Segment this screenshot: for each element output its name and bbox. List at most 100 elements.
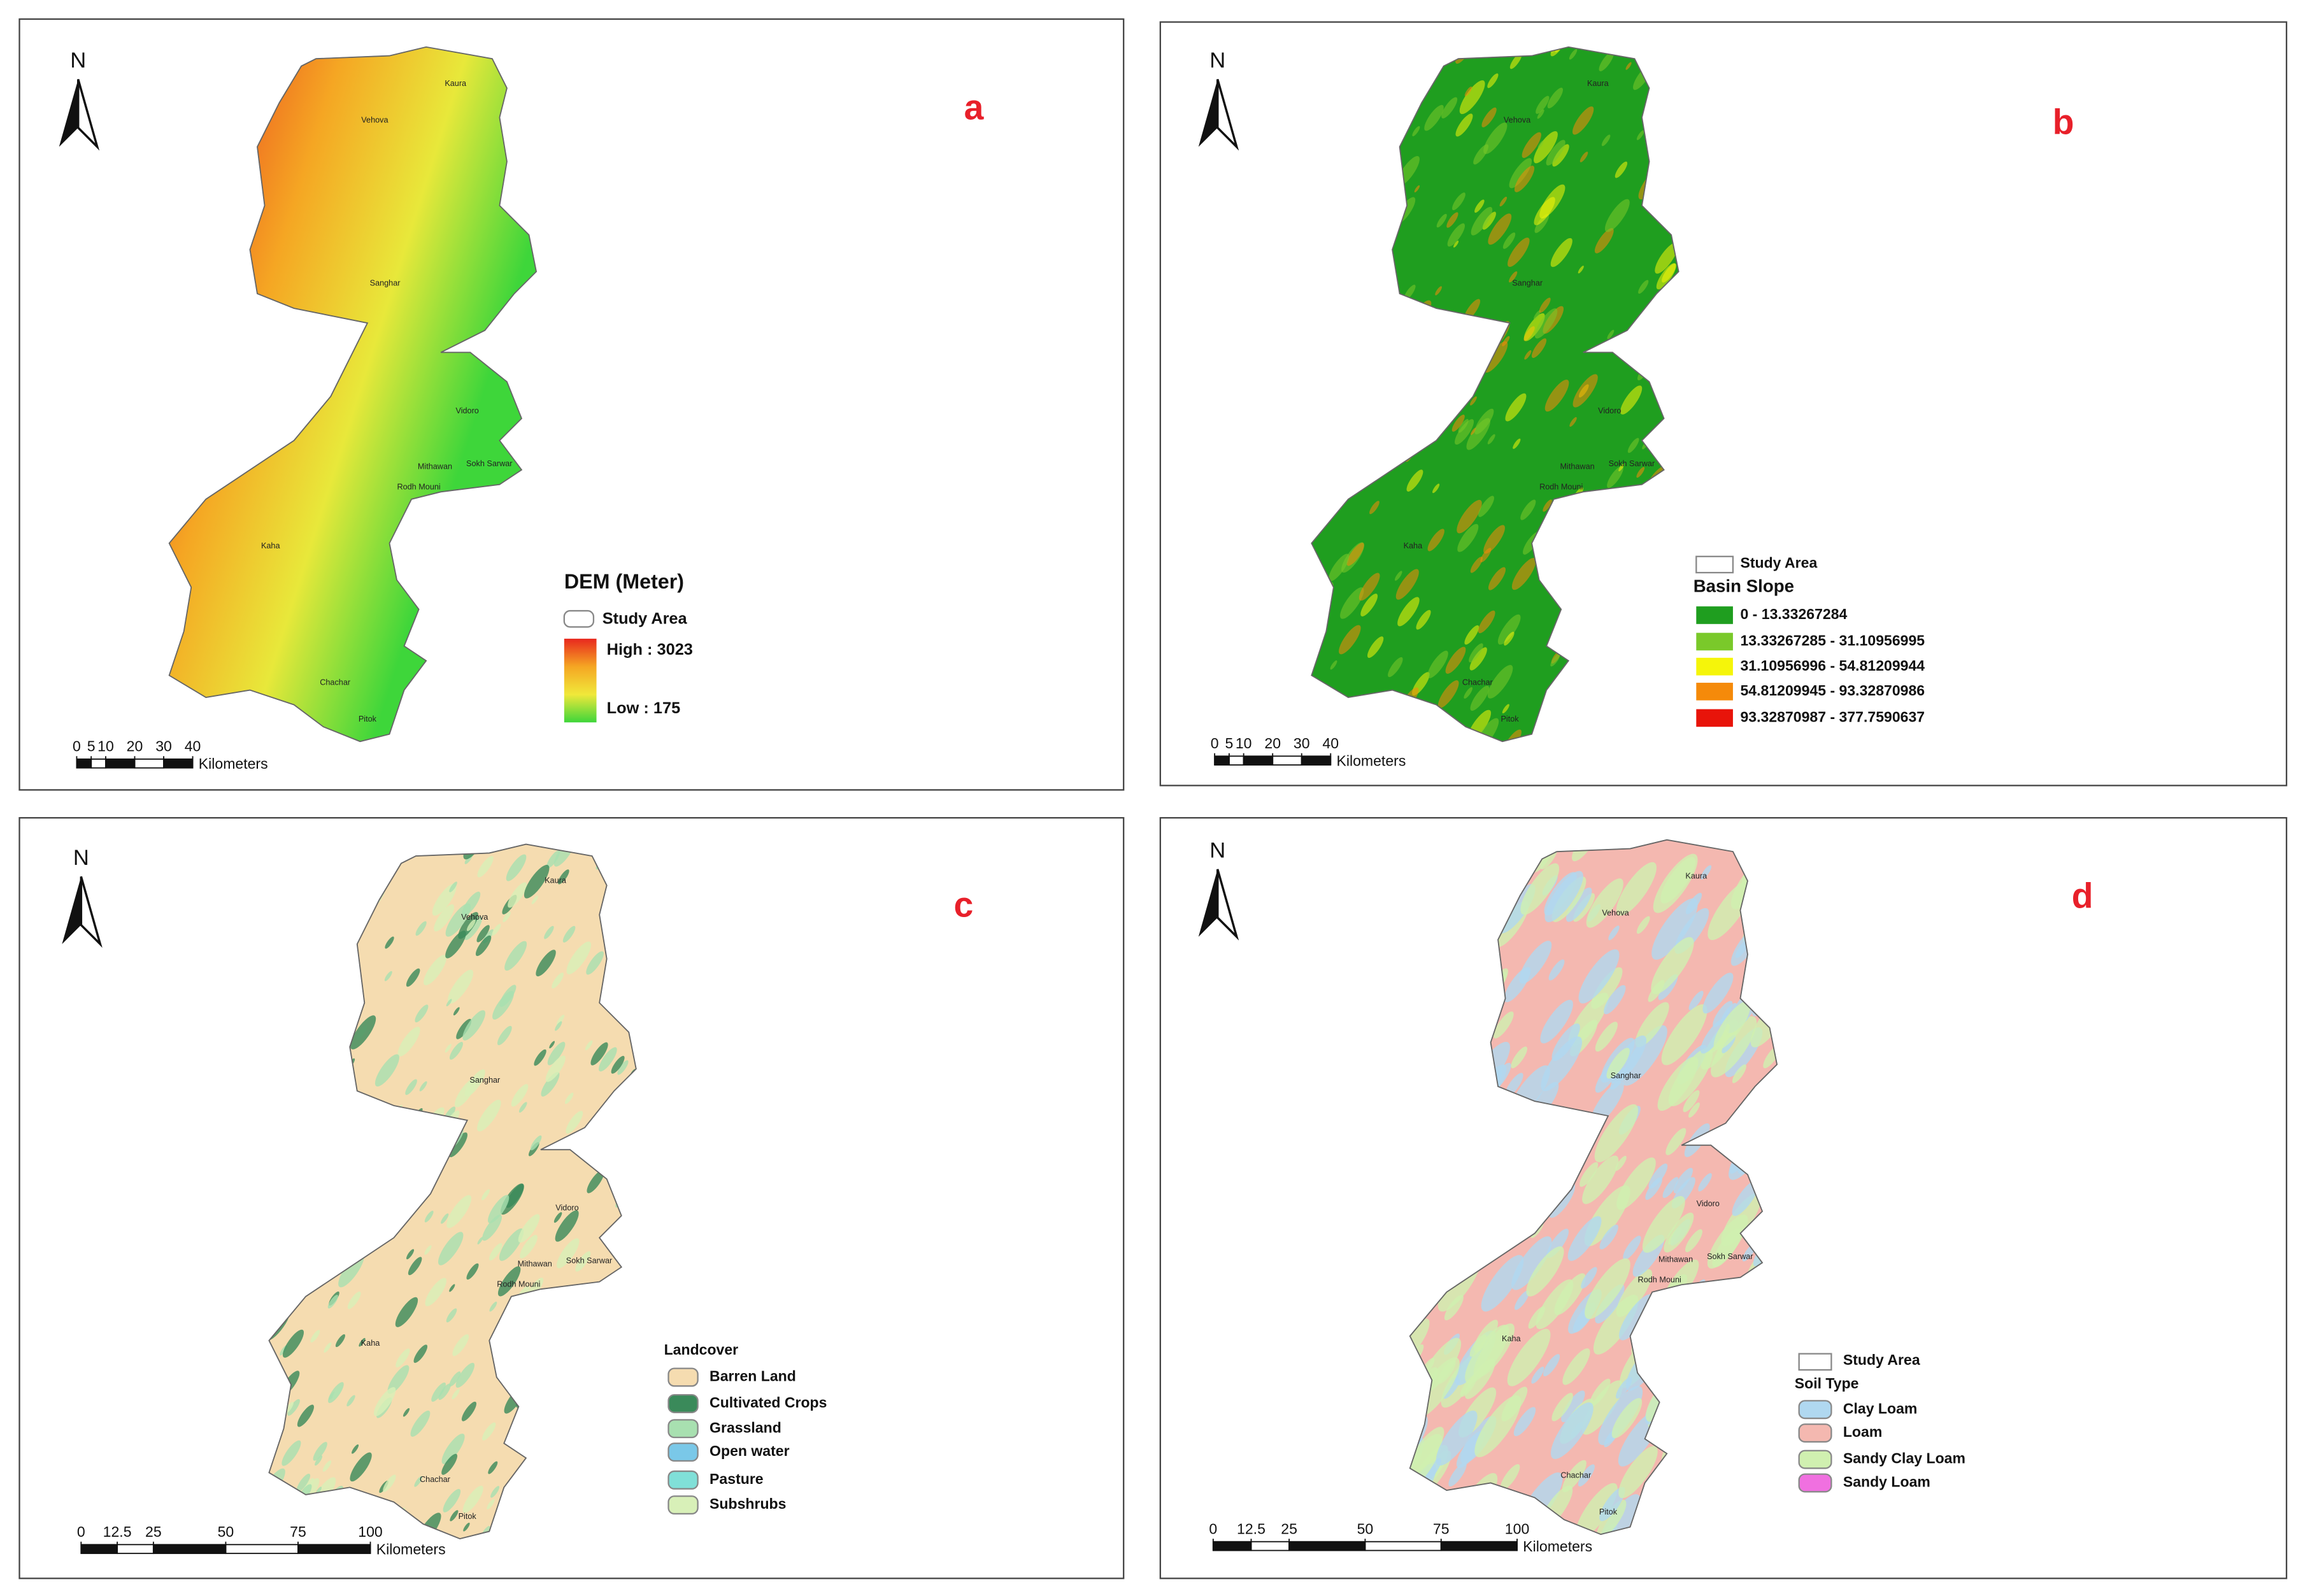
map-texture-patch [441,1434,465,1465]
map-texture-patch [1627,438,1639,453]
north-label: N [70,48,86,73]
map-texture-patch [1578,266,1584,274]
map-texture-patch [310,1330,320,1343]
map-texture-patch [419,1081,427,1092]
legend-label: 93.32870987 - 377.7590637 [1740,708,1925,725]
scale-tick-label: 25 [145,1523,162,1540]
map-texture-patch [557,1015,565,1025]
study-area-outline [1311,46,1679,743]
scale-segment [1228,755,1244,766]
map-texture-patch [1657,1057,1699,1111]
map-texture-patch [374,1387,396,1416]
map-texture-patch [1599,1494,1641,1535]
legend-swatch [667,1495,699,1515]
map-texture-patch [1509,271,1518,283]
scale-tick-label: 40 [1322,735,1339,752]
map-texture-patch [1513,438,1521,449]
map-texture-patch [1514,166,1535,192]
scale-segment [1364,1541,1442,1551]
scale-tick-label: 75 [1433,1520,1450,1537]
map-texture-patch [1638,280,1649,294]
map-texture-patch [1607,329,1615,339]
map-texture-patch [1464,86,1472,97]
map-texture-patch [1499,196,1508,207]
map-texture-patch [1578,949,1620,1004]
map-texture-patch [462,1010,486,1041]
map-texture-patch [477,855,494,878]
map-texture-patch [1511,1046,1527,1069]
map-texture-patch [1622,1025,1667,1086]
map-texture-patch [1503,729,1522,742]
legend-label: Clay Loam [1843,1400,1918,1416]
district-label: Kaura [445,79,467,88]
district-label: Mithawan [518,1259,552,1268]
map-texture-patch [1470,396,1477,406]
map-texture-patch [313,1442,327,1461]
district-label: Pitok [459,1512,477,1521]
map-texture-patch [1464,687,1473,699]
map-texture-patch [1550,238,1572,267]
map-texture-patch [327,1295,338,1309]
map-texture-patch [1575,1483,1618,1535]
scale-tick-label: 30 [155,738,172,755]
map-texture-patch [452,1334,469,1357]
north-arrow [1198,869,1218,937]
map-texture-patch [1455,113,1473,137]
map-texture-patch [322,1460,332,1472]
map-texture-patch [565,1092,574,1104]
scale-segment [1214,755,1230,766]
legend-label: Study Area [1740,554,1817,571]
map-texture-patch [1509,53,1522,69]
scale-unit: Kilometers [199,755,268,772]
map-texture-patch [1502,704,1509,714]
map-panel: d N Kaura Vehova Sanghar Vidoro Mithawan Sokh S… [1159,816,2288,1579]
map-texture-patch [1599,51,1615,71]
district-label: Kaura [1685,872,1708,881]
map-texture-patch [1483,122,1508,154]
map-texture-patch [441,1213,449,1224]
scale-tick-label: 0 [1211,735,1219,752]
map-texture-patch [1607,466,1623,488]
map-texture-patch [374,1054,399,1087]
map-texture-patch [415,1004,429,1023]
map-texture-patch [1616,862,1657,916]
map-texture-patch [424,955,446,986]
panel-label: b [2053,103,2074,142]
map-texture-patch [492,923,501,936]
map-texture-patch [461,1401,477,1421]
map-texture-patch [1561,1390,1585,1423]
scale-segment [1243,755,1274,766]
map-texture-patch [335,1334,345,1348]
map-texture-patch [1367,636,1384,658]
map-texture-patch [446,999,452,1007]
map-texture-patch [1481,1255,1524,1312]
scale-segment [90,758,106,769]
legend-label: Cultivated Crops [709,1394,827,1411]
map-texture-patch [487,1499,495,1510]
map-texture-patch [1599,1224,1618,1250]
map-texture-patch [383,1474,396,1492]
district-label: Sokh Sarwar [566,1257,612,1265]
map-texture-patch [282,1440,301,1466]
map-texture-patch [1711,1016,1757,1078]
map-texture-patch [1528,1306,1545,1329]
map-texture-patch [1618,1446,1658,1499]
map-texture-patch [1469,647,1487,671]
map-texture-patch [1427,650,1448,678]
district-label: Rodh Mouni [397,483,440,492]
map-texture-patch [1471,206,1493,236]
map-texture-patch [1569,49,1578,60]
map-texture-patch [1688,1102,1700,1118]
map-texture-patch [452,1388,460,1400]
map-texture-patch [511,1084,529,1107]
map-texture-patch [324,1342,332,1353]
district-label: Mithawan [1658,1255,1693,1264]
map-texture-patch [441,1453,458,1475]
legend-swatch [1798,1400,1832,1420]
map-texture-patch [1534,131,1558,164]
legend-swatch [1798,1353,1832,1371]
map-texture-patch [611,1055,625,1074]
map-texture-patch [1664,1213,1694,1253]
map-texture-patch [547,1041,566,1065]
